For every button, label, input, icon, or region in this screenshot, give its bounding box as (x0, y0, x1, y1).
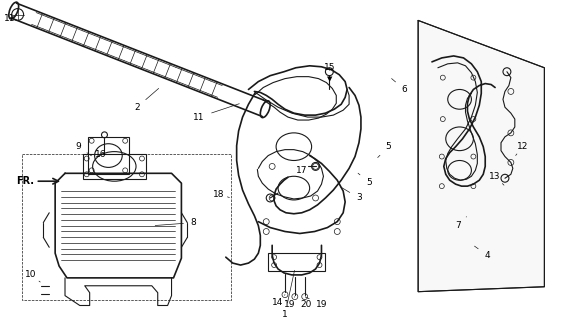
Text: 19: 19 (284, 297, 295, 309)
Text: 6: 6 (392, 78, 407, 94)
Bar (22, 154, 231, 300)
Text: 5: 5 (378, 142, 391, 157)
Text: 19: 19 (306, 297, 327, 309)
Text: 7: 7 (455, 217, 467, 230)
Text: 16: 16 (95, 150, 106, 159)
Text: 12: 12 (515, 142, 528, 156)
Text: 18: 18 (213, 189, 230, 198)
Text: 5: 5 (358, 173, 372, 187)
Bar (88, 137, 129, 174)
Text: 11: 11 (4, 14, 16, 23)
Text: 8: 8 (155, 218, 196, 227)
Polygon shape (418, 20, 544, 292)
Text: 13: 13 (489, 172, 504, 185)
Text: 4: 4 (475, 246, 490, 260)
Text: 17: 17 (296, 166, 316, 175)
Bar (268, 253, 325, 271)
Text: FR.: FR. (16, 176, 35, 186)
Text: 15: 15 (324, 63, 335, 72)
Text: 11: 11 (193, 104, 239, 122)
Text: 3: 3 (340, 187, 362, 203)
Text: 20: 20 (300, 297, 311, 309)
Text: 10: 10 (25, 270, 40, 282)
Text: ▼: ▼ (327, 76, 332, 83)
Bar (83, 154, 146, 179)
Text: 2: 2 (134, 88, 159, 112)
Text: 1: 1 (282, 270, 294, 319)
Text: 9: 9 (75, 142, 91, 156)
Text: 14: 14 (272, 295, 285, 307)
